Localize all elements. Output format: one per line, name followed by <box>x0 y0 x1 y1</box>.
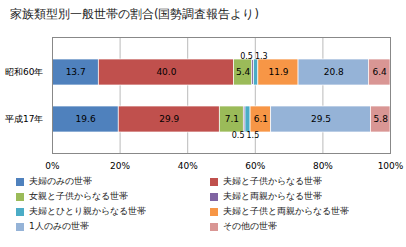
svg-text:11.9: 11.9 <box>268 67 288 77</box>
svg-text:平成17年: 平成17年 <box>5 114 43 124</box>
svg-text:20.8: 20.8 <box>324 67 344 77</box>
html-text:その他の世帯: その他の世帯 <box>223 221 277 231</box>
svg-text:1.3: 1.3 <box>255 52 268 61</box>
svg-text:29.9: 29.9 <box>159 114 179 124</box>
svg-text:19.6: 19.6 <box>76 114 96 124</box>
svg-text:5.8: 5.8 <box>374 114 389 124</box>
svg-text:6.4: 6.4 <box>373 67 388 77</box>
svg-text:100%: 100% <box>378 161 404 171</box>
svg-text:7.1: 7.1 <box>225 114 239 124</box>
svg-text:5.4: 5.4 <box>236 67 251 77</box>
html-text:女親と子供からなる世帯: 女親と子供からなる世帯 <box>29 191 128 201</box>
html-text:1人のみの世帯: 1人のみの世帯 <box>29 221 89 231</box>
svg-text:0.5: 0.5 <box>232 131 245 140</box>
html-text:夫婦とひとり親からなる世帯: 夫婦とひとり親からなる世帯 <box>29 206 146 216</box>
svg-text:20%: 20% <box>110 161 130 171</box>
svg-text:80%: 80% <box>313 161 333 171</box>
svg-text:13.7: 13.7 <box>66 67 86 77</box>
svg-text:0.5: 0.5 <box>240 52 253 61</box>
html-text:夫婦と両親からなる世帯: 夫婦と両親からなる世帯 <box>223 191 322 201</box>
svg-text:昭和60年: 昭和60年 <box>5 67 43 77</box>
svg-text:40.0: 40.0 <box>156 67 176 77</box>
svg-text:40%: 40% <box>178 161 198 171</box>
svg-text:29.5: 29.5 <box>311 114 331 124</box>
svg-text:0%: 0% <box>45 161 60 171</box>
svg-text:1.5: 1.5 <box>246 131 259 140</box>
svg-text:6.1: 6.1 <box>254 114 268 124</box>
html-text:夫婦と子供からなる世帯: 夫婦と子供からなる世帯 <box>223 176 322 186</box>
html-text:家族類型別一般世帯の割合(国勢調査報告より): 家族類型別一般世帯の割合(国勢調査報告より) <box>10 7 259 21</box>
html-text:夫婦のみの世帯: 夫婦のみの世帯 <box>29 176 92 186</box>
html-text:夫婦と子供と両親からなる世帯: 夫婦と子供と両親からなる世帯 <box>223 206 349 216</box>
svg-text:60%: 60% <box>245 161 265 171</box>
